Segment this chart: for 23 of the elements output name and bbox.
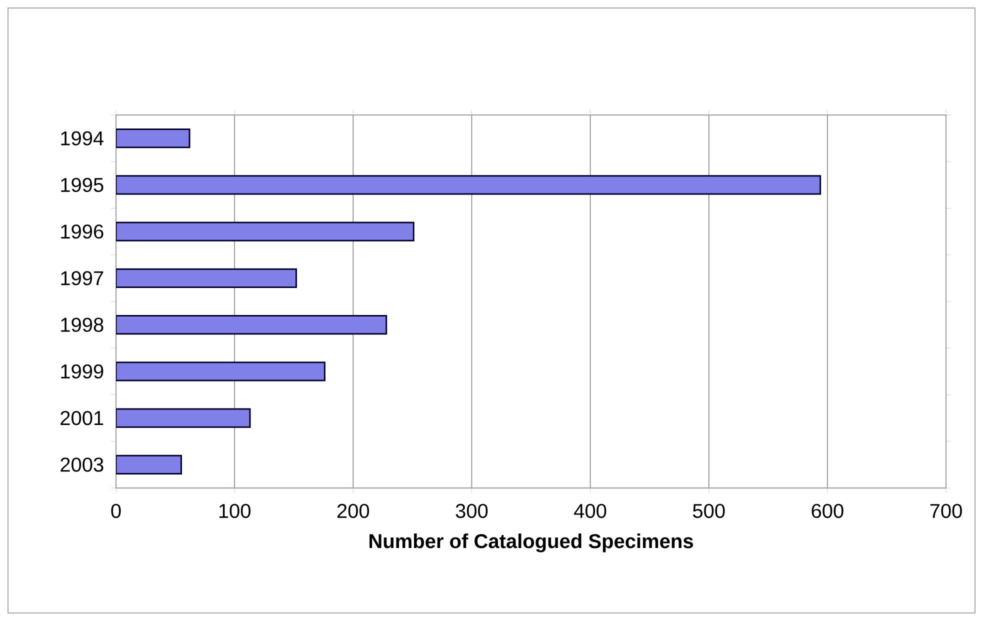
bar (116, 268, 297, 288)
x-axis-title: Number of Catalogued Specimens (370, 534, 693, 552)
y-tick-label: 1996 (61, 224, 104, 239)
x-tick-label: 100 (219, 504, 250, 518)
y-tick-label: 2001 (60, 410, 104, 426)
y-tick-label: 1995 (61, 178, 104, 192)
y-tick-label: 1997 (61, 271, 104, 286)
x-tick-label: 500 (692, 504, 725, 518)
y-tick-label: 1999 (61, 364, 104, 379)
bar (116, 408, 251, 428)
x-tick-label: 200 (337, 504, 370, 518)
x-tick-label: 700 (930, 504, 962, 518)
y-tick-label: 2003 (60, 458, 104, 472)
bar (116, 175, 822, 195)
x-tick-label: 600 (812, 504, 844, 518)
y-tick-label: 1998 (61, 318, 104, 332)
bar (116, 314, 388, 335)
bar (116, 362, 326, 382)
x-tick-label: 400 (574, 504, 606, 518)
bar (116, 222, 414, 242)
x-tick-label: 0 (111, 504, 121, 518)
x-tick-label: 300 (456, 504, 488, 518)
y-tick-label: 1994 (61, 131, 104, 146)
